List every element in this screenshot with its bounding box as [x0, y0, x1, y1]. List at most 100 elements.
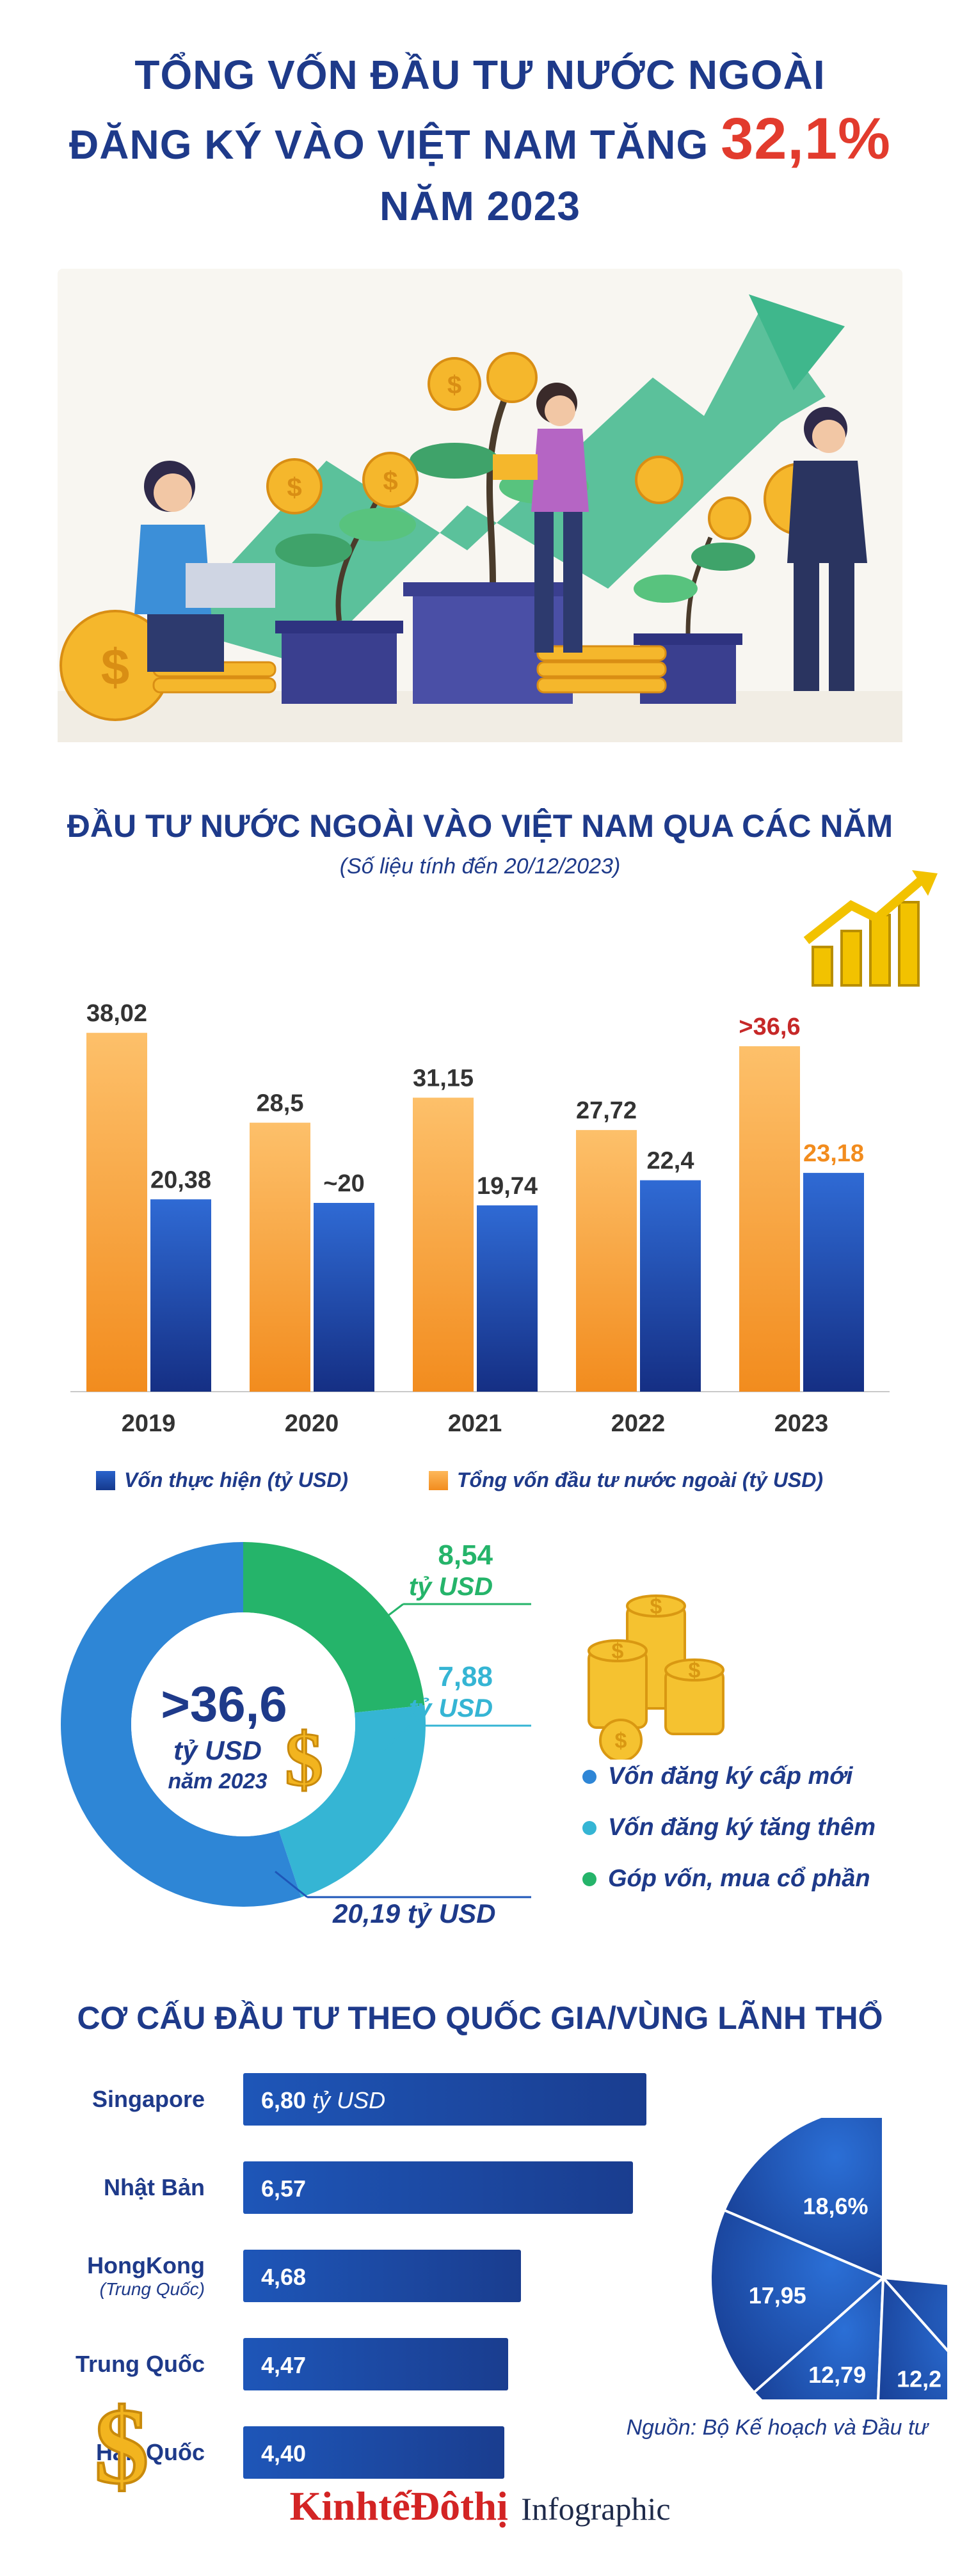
svg-text:$: $ [95, 2393, 149, 2495]
country-bar: 4,40 [243, 2426, 504, 2479]
country-chart-title: CƠ CẤU ĐẦU TƯ THEO QUỐC GIA/VÙNG LÃNH TH… [77, 2000, 883, 2036]
country-label: Singapore [92, 2086, 205, 2113]
donut-legend-new: Vốn đăng ký cấp mới [582, 1763, 852, 1790]
donut-label-new: 20,19 tỷ USD [332, 1898, 495, 1928]
dot-new [582, 1769, 596, 1784]
country-bar: 6,57 [243, 2161, 633, 2214]
x-tick-label: 2022 [611, 1410, 666, 1437]
bar-label: 31,15 [413, 1065, 474, 1092]
legend-disbursed-label: Vốn thực hiện (tỷ USD) [124, 1468, 348, 1491]
x-tick-label: 2019 [122, 1410, 176, 1437]
country-bar-value: 4,40 [261, 2440, 307, 2467]
svg-text:$: $ [383, 466, 397, 496]
donut-slice [243, 1542, 425, 1713]
donut-label-shares-unit: tỷ USD [409, 1573, 493, 1601]
bar-total-2022 [576, 1130, 637, 1392]
title-line-2: ĐĂNG KÝ VÀO VIỆT NAM TĂNG 32,1% [0, 106, 960, 173]
country-bar-value: 4,68 [261, 2264, 307, 2290]
title-line-2-prefix: ĐĂNG KÝ VÀO VIỆT NAM TĂNG [69, 122, 721, 168]
svg-text:$: $ [287, 472, 301, 502]
title-highlight: 32,1% [721, 106, 891, 171]
legend-total-label: Tổng vốn đầu tư nước ngoài (tỷ USD) [457, 1468, 824, 1491]
country-note: (Trung Quốc) [99, 2279, 205, 2299]
country-pie-label: 18,6% [803, 2193, 868, 2219]
dot-shares [582, 1872, 596, 1886]
country-name: Hàn Quốc [95, 2439, 205, 2465]
svg-text:$: $ [101, 639, 130, 696]
bar-disbursed-2020 [314, 1203, 374, 1392]
country-pie-label: 12,79 [808, 2362, 866, 2388]
country-bar-value: 4,47 [261, 2352, 307, 2378]
growth-arrow-icon [173, 307, 826, 665]
country-bar: 4,47 [243, 2338, 509, 2390]
donut-center-unit: tỷ USD [173, 1735, 262, 1765]
donut-label-added-unit: tỷ USD [409, 1694, 493, 1722]
donut-legend-added: Vốn đăng ký tăng thêm [582, 1814, 876, 1841]
donut-legend-added-label: Vốn đăng ký tăng thêm [608, 1814, 876, 1841]
country-pie-label: 12,2 [897, 2366, 941, 2392]
country-pie-slice [752, 2275, 885, 2399]
donut-slice [61, 1542, 301, 1907]
donut-center-year: năm 2023 [168, 1769, 268, 1793]
rising-chart-icon [803, 870, 938, 987]
bar-label: >36,6 [739, 1014, 800, 1040]
bar-label: 23,18 [803, 1140, 864, 1167]
bar-label: 19,74 [477, 1173, 538, 1200]
brand-name: KinhtếĐôthị [289, 2483, 508, 2529]
donut-legend-shares-label: Góp vốn, mua cổ phần [608, 1865, 870, 1892]
annual-fdi-bar-chart: 38,02 20,38 2019 28,5 ~20 2020 31,15 19,74 2021 2… [70, 1000, 890, 1437]
bar-total-2021 [413, 1097, 474, 1392]
bar-disbursed-2019 [150, 1199, 211, 1392]
country-name: Trung Quốc [76, 2351, 205, 2377]
country-pie-slice [877, 2274, 947, 2399]
country-bar-value: 6,80 tỷ USD [261, 2087, 386, 2113]
legend-swatch-orange [429, 1470, 448, 1490]
donut-slice [278, 1705, 426, 1898]
donut-legend-new-label: Vốn đăng ký cấp mới [608, 1763, 853, 1790]
country-name: HongKong [87, 2252, 205, 2278]
svg-text:$: $ [689, 1658, 701, 1683]
legend-total: Tổng vốn đầu tư nước ngoài (tỷ USD) [429, 1468, 823, 1492]
bar-label: 27,72 [576, 1097, 637, 1124]
coins-icon [60, 352, 836, 721]
donut-label-shares-value: 8,54 [438, 1539, 493, 1571]
brand-suffix: Infographic [521, 2491, 671, 2527]
bar-label: 28,5 [257, 1090, 304, 1117]
country-name: Nhật Bản [103, 2174, 205, 2200]
country-pie-slice [722, 2118, 884, 2280]
country-bar: 6,80 tỷ USD [243, 2073, 646, 2126]
country-name: Singapore [92, 2086, 205, 2112]
donut-leader-line [275, 1870, 308, 1898]
bar-total-2023 [739, 1046, 800, 1392]
country-pie-label: 17,95 [749, 2282, 806, 2309]
donut-center-value: >36,6 [161, 1676, 287, 1732]
bar-total-2019 [86, 1033, 147, 1392]
person-watering-icon [493, 383, 589, 653]
donut-leader-line [371, 1603, 404, 1630]
legend-disbursed: Vốn thực hiện (tỷ USD) [96, 1468, 348, 1492]
x-tick-label: 2021 [448, 1410, 502, 1437]
country-label: Trung Quốc [76, 2351, 205, 2378]
country-label: Hàn Quốc [96, 2439, 205, 2466]
bar-label: ~20 [323, 1170, 364, 1197]
title-line-1: TỔNG VỐN ĐẦU TƯ NƯỚC NGOÀI [134, 52, 826, 98]
person-laptop-icon [134, 461, 275, 672]
country-bar: 4,68 [243, 2250, 521, 2302]
bar-label: 22,4 [647, 1148, 694, 1175]
coin-pile-icon: $ $ $ $ [588, 1594, 724, 1760]
bar-disbursed-2022 [640, 1180, 701, 1392]
country-label: Nhật Bản [104, 2174, 205, 2201]
bar-label: 20,38 [150, 1166, 211, 1193]
country-pie-slice [880, 2276, 947, 2352]
source-note: Nguồn: Bộ Kế hoạch và Đầu tư [626, 2415, 928, 2440]
person-holding-coin-icon [787, 407, 867, 691]
x-tick-label: 2023 [774, 1410, 829, 1437]
legend-swatch-blue [96, 1470, 115, 1490]
country-label: HongKong (Trung Quốc) [87, 2252, 205, 2300]
bar-label: 38,02 [86, 1000, 147, 1027]
svg-text:$: $ [615, 1729, 627, 1753]
dot-added [582, 1820, 596, 1835]
brand-logo: KinhtếĐôthị Infographic [0, 2483, 960, 2530]
